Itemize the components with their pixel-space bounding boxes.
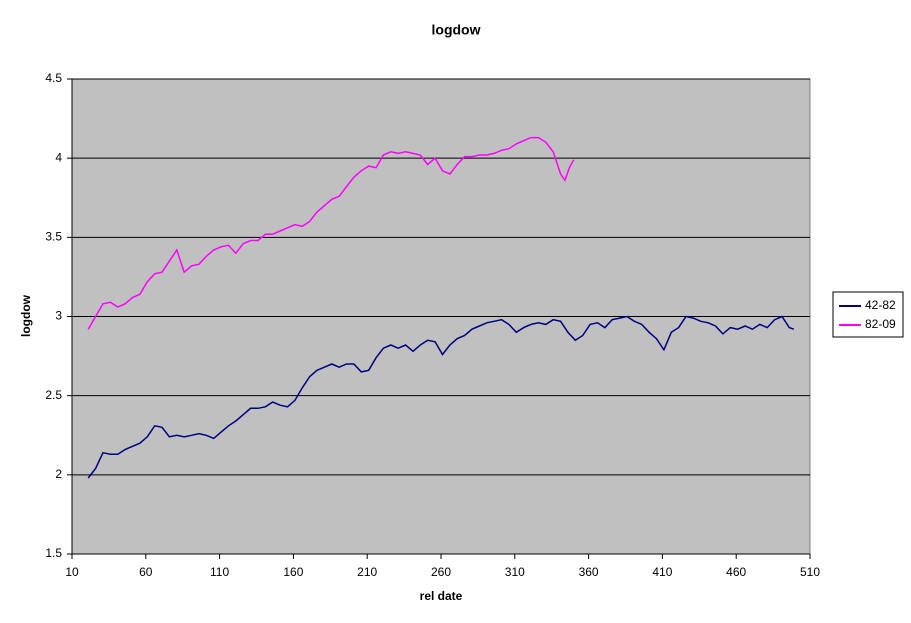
y-tick-label: 3.5 xyxy=(45,230,62,244)
x-tick-label: 60 xyxy=(139,565,153,579)
plot-area xyxy=(71,78,811,555)
x-tick-label: 410 xyxy=(652,565,672,579)
series-line xyxy=(87,315,795,479)
chart-title: logdow xyxy=(432,22,481,38)
y-tick-label: 3 xyxy=(55,309,62,323)
x-tick-label: 210 xyxy=(357,565,377,579)
y-tick-label: 1.5 xyxy=(45,546,62,560)
x-tick-label: 510 xyxy=(800,565,820,579)
y-tick-label: 2.5 xyxy=(45,388,62,402)
x-tick-label: 10 xyxy=(65,565,79,579)
y-tick-label: 2 xyxy=(55,467,62,481)
series-line xyxy=(87,136,575,330)
x-tick-label: 160 xyxy=(283,565,303,579)
x-tick-label: 310 xyxy=(505,565,525,579)
y-axis-label: logdow xyxy=(19,294,33,337)
x-tick-label: 460 xyxy=(726,565,746,579)
x-tick-label: 260 xyxy=(431,565,451,579)
x-axis-label: rel date xyxy=(420,589,463,603)
x-tick-label: 360 xyxy=(579,565,599,579)
legend-label: 82-09 xyxy=(865,317,896,331)
legend-label: 42-82 xyxy=(865,298,896,312)
y-tick-label: 4 xyxy=(55,150,62,164)
legend-box xyxy=(832,291,904,338)
x-tick-label: 110 xyxy=(210,565,229,579)
y-tick-label: 4.5 xyxy=(45,71,62,85)
